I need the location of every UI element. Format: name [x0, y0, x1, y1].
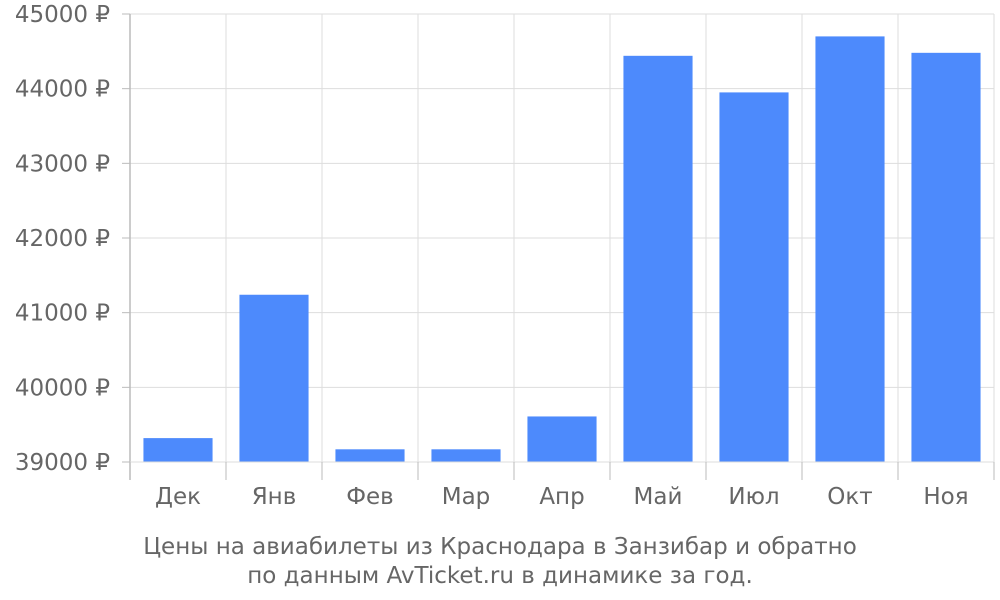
bar-Апр [527, 416, 597, 462]
bars [143, 36, 981, 463]
y-tick-label: 39000 ₽ [15, 450, 110, 476]
bar-Мар [431, 449, 501, 462]
y-tick-label: 44000 ₽ [15, 77, 110, 103]
bar-Окт [815, 36, 885, 463]
bar-Ноя [911, 52, 981, 463]
chart-caption-line-1: Цены на авиабилеты из Краснодара в Занзи… [143, 534, 857, 560]
y-tick-label: 45000 ₽ [15, 2, 110, 28]
chart-caption-line-2: по данным AvTicket.ru в динамике за год. [247, 563, 753, 589]
x-tick-label: Мар [442, 484, 491, 510]
bar-Фев [335, 449, 405, 462]
axes [122, 13, 995, 480]
x-tick-label: Июл [728, 484, 779, 510]
x-tick-labels: Дек Янв Фев Мар Апр Май Июл Окт Ноя [155, 484, 969, 510]
price-bar-chart: 39000 ₽ 40000 ₽ 41000 ₽ 42000 ₽ 43000 ₽ 44000… [15, 2, 995, 510]
x-tick-label: Ноя [923, 484, 968, 510]
y-tick-label: 41000 ₽ [15, 301, 110, 327]
y-tick-label: 40000 ₽ [15, 375, 110, 401]
x-tick-label: Май [634, 484, 683, 510]
y-tick-labels: 39000 ₽ 40000 ₽ 41000 ₽ 42000 ₽ 43000 ₽ 44000… [15, 2, 110, 476]
bar-Июл [719, 92, 789, 463]
bar-Май [623, 55, 693, 463]
x-tick-label: Дек [155, 484, 201, 510]
x-tick-label: Фев [346, 484, 394, 510]
y-tick-label: 43000 ₽ [15, 151, 110, 177]
y-tick-label: 42000 ₽ [15, 226, 110, 252]
x-tick-label: Апр [539, 484, 584, 510]
bar-Дек [143, 438, 213, 462]
bar-Янв [239, 294, 309, 462]
x-tick-label: Янв [252, 484, 297, 510]
x-tick-label: Окт [827, 484, 872, 510]
